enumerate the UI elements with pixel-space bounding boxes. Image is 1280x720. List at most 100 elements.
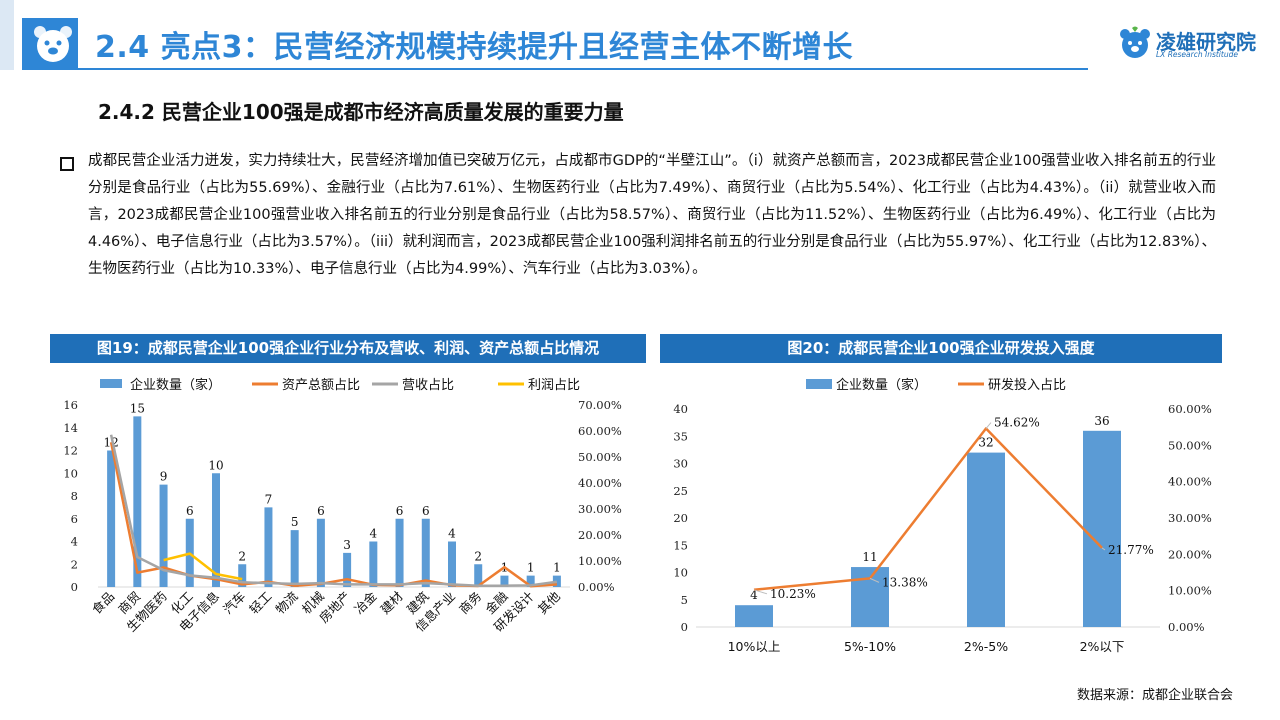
logo-bear-icon bbox=[1120, 26, 1150, 58]
bar-company-count bbox=[159, 484, 168, 587]
y2-axis-tick-label: 10.00% bbox=[1168, 584, 1212, 598]
series-line-1 bbox=[109, 441, 557, 588]
bar-company-count bbox=[133, 416, 142, 587]
figure20-chart: 企业数量（家） 研发投入占比 0 5 10 15 20 25 30 35 40 0.00% 10.00%… bbox=[673, 377, 1212, 654]
bullet-square-icon bbox=[60, 157, 74, 171]
bar-company-count bbox=[552, 575, 561, 587]
legend-swatch-bar bbox=[806, 379, 832, 389]
y-axis-tick-label: 40 bbox=[673, 402, 688, 416]
y2-axis-tick-label: 40.00% bbox=[1168, 475, 1212, 489]
bear-mascot-icon bbox=[34, 26, 72, 62]
data-label-leader bbox=[869, 577, 880, 583]
y2-axis-tick-label: 50.00% bbox=[1168, 438, 1212, 452]
y-axis-tick-label: 6 bbox=[71, 512, 78, 526]
data-label-leader bbox=[985, 422, 992, 429]
y-axis-tick-label: 25 bbox=[673, 484, 688, 498]
bar-company-count bbox=[526, 575, 535, 587]
series-line-2 bbox=[109, 434, 558, 587]
x-axis-category-label: 物流 bbox=[272, 588, 301, 617]
x-axis-category-label: 汽车 bbox=[220, 589, 248, 617]
data-label-leader bbox=[753, 589, 768, 595]
y2-axis-tick-label: 0.00% bbox=[578, 580, 615, 594]
bar-company-count bbox=[421, 518, 430, 587]
y-axis-tick-label: 35 bbox=[673, 429, 688, 443]
bar-data-label: 6 bbox=[422, 504, 430, 518]
series-line-3 bbox=[163, 552, 243, 581]
x-axis-category-label: 轻工 bbox=[246, 589, 274, 617]
legend-label: 利润占比 bbox=[528, 378, 580, 393]
y-axis-tick-label: 16 bbox=[63, 398, 78, 412]
legend-swatch-bar bbox=[100, 379, 122, 388]
y-axis-tick-label: 5 bbox=[681, 593, 688, 607]
legend-label: 研发投入占比 bbox=[988, 377, 1066, 393]
line-data-label: 21.77% bbox=[1108, 543, 1154, 557]
y2-axis-tick-label: 10.00% bbox=[578, 554, 622, 568]
y2-axis-tick-label: 30.00% bbox=[1168, 511, 1212, 525]
bar-company-count bbox=[967, 452, 1005, 627]
bar-data-label: 36 bbox=[1094, 414, 1109, 428]
header-divider bbox=[22, 68, 1088, 70]
y2-axis-tick-label: 60.00% bbox=[1168, 402, 1212, 416]
data-source-note: 数据来源：成都企业联合会 bbox=[1076, 688, 1233, 703]
bar-data-label: 6 bbox=[396, 504, 404, 518]
bar-data-label: 6 bbox=[317, 504, 325, 518]
legend-label: 企业数量（家） bbox=[130, 377, 221, 393]
figure19-chart: 企业数量（家） 资产总额占比 营收占比 利润占比02468101214160.00%1… bbox=[63, 377, 622, 634]
bar-data-label: 5 bbox=[291, 515, 299, 529]
section-title: 2.4.2 民营企业100强是成都市经济高质量发展的重要力量 bbox=[98, 100, 624, 124]
bar-data-label: 15 bbox=[130, 401, 145, 415]
bar-company-count bbox=[395, 518, 404, 587]
y2-axis-tick-label: 30.00% bbox=[578, 502, 622, 516]
bar-company-count bbox=[474, 564, 483, 587]
y2-axis-tick-label: 20.00% bbox=[1168, 547, 1212, 561]
bar-data-label: 9 bbox=[160, 470, 168, 484]
x-axis-category-label: 2%-5% bbox=[964, 639, 1008, 654]
y-axis-tick-label: 2 bbox=[71, 557, 78, 571]
y2-axis-tick-label: 0.00% bbox=[1168, 620, 1205, 634]
x-axis-category-label: 5%-10% bbox=[844, 639, 896, 654]
bar-data-label: 11 bbox=[862, 550, 877, 564]
bar-data-label: 4 bbox=[448, 527, 456, 541]
x-axis-category-label: 其他 bbox=[535, 588, 564, 617]
y-axis-tick-label: 30 bbox=[673, 457, 688, 471]
y2-axis-tick-label: 60.00% bbox=[578, 424, 622, 438]
logo-name: 凌雄研究院 bbox=[1156, 30, 1256, 54]
bar-company-count bbox=[238, 564, 247, 587]
bar-data-label: 1 bbox=[527, 561, 535, 575]
bar-company-count bbox=[290, 530, 299, 587]
data-label-leader bbox=[1101, 547, 1106, 551]
bar-company-count bbox=[212, 473, 220, 587]
y2-axis-tick-label: 20.00% bbox=[578, 528, 622, 542]
bar-company-count bbox=[500, 575, 509, 587]
bar-data-label: 6 bbox=[186, 504, 194, 518]
y2-axis-tick-label: 50.00% bbox=[578, 450, 622, 464]
y-axis-tick-label: 4 bbox=[71, 535, 78, 549]
y-axis-tick-label: 0 bbox=[681, 620, 688, 634]
y-axis-tick-label: 15 bbox=[673, 538, 688, 552]
y-axis-tick-label: 20 bbox=[673, 511, 688, 525]
y2-axis-tick-label: 70.00% bbox=[578, 398, 622, 412]
x-axis-category-label: 冶金 bbox=[351, 588, 380, 617]
y-axis-tick-label: 10 bbox=[63, 466, 78, 480]
page-title: 2.4 亮点3：民营经济规模持续提升且经营主体不断增长 bbox=[95, 30, 853, 65]
x-axis-category-label: 2%以下 bbox=[1080, 639, 1125, 654]
header-accent-bar bbox=[0, 0, 14, 70]
bar-company-count bbox=[369, 541, 378, 587]
line-data-label: 10.23% bbox=[770, 587, 816, 601]
figure20-title: 图20：成都民营企业100强企业研发投入强度 bbox=[660, 334, 1222, 363]
bar-company-count bbox=[316, 518, 325, 587]
bar-data-label: 3 bbox=[343, 538, 351, 552]
y-axis-tick-label: 8 bbox=[71, 489, 78, 503]
bar-company-count bbox=[448, 541, 456, 587]
bar-data-label: 2 bbox=[474, 549, 482, 563]
y-axis-tick-label: 12 bbox=[63, 444, 78, 458]
x-axis-category-label: 10%以上 bbox=[728, 639, 781, 654]
bar-data-label: 7 bbox=[265, 492, 273, 506]
logo-subtitle: LX Research Institude bbox=[1156, 50, 1238, 59]
bar-data-label: 10 bbox=[208, 458, 223, 472]
bar-company-count bbox=[1083, 430, 1121, 627]
legend-label: 资产总额占比 bbox=[282, 378, 360, 393]
x-axis-category-label: 食品 bbox=[89, 589, 117, 617]
body-paragraph: 成都民营企业活力迸发，实力持续壮大，民营经济增加值已突破万亿元，占成都市GDP的… bbox=[88, 153, 1216, 277]
legend-label: 企业数量（家） bbox=[836, 377, 927, 393]
